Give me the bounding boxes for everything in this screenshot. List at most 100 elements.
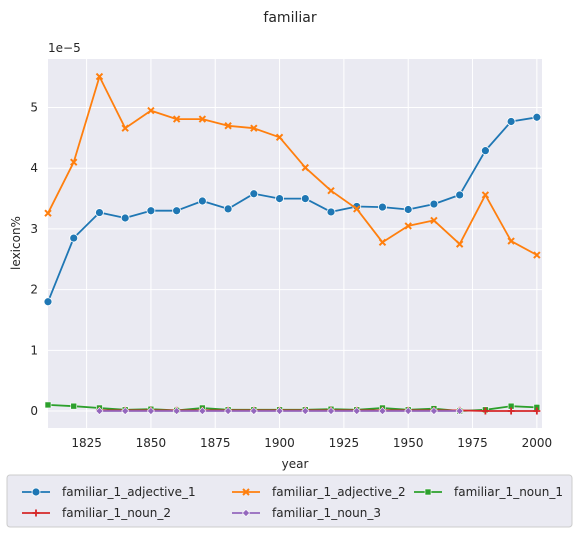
data-point	[44, 401, 52, 409]
x-tick-label: 1975	[457, 436, 488, 450]
series-familiar_1_noun_3	[95, 406, 464, 416]
data-point	[507, 407, 515, 415]
legend-swatch-marker	[424, 488, 432, 496]
data-point	[70, 402, 78, 410]
x-tick-label: 1875	[200, 436, 231, 450]
data-point	[378, 202, 387, 212]
y-axis-label: lexicon%	[9, 216, 23, 270]
chart-title: familiar	[263, 10, 316, 26]
data-point	[506, 117, 516, 126]
data-point	[172, 115, 181, 123]
data-point	[533, 407, 541, 415]
x-tick-label: 2000	[522, 436, 553, 450]
x-tick-label: 1925	[329, 436, 360, 450]
x-axis-label: year	[282, 457, 309, 471]
series-familiar_1_adjective_2	[44, 72, 541, 259]
y-tick-label: 4	[30, 161, 38, 175]
data-point	[224, 122, 232, 130]
y-tick-label: 2	[30, 283, 38, 297]
data-point	[404, 222, 412, 230]
y-tick-labels: 0 1 2 3 4 5	[30, 101, 38, 418]
legend-swatch-marker	[242, 488, 250, 496]
series-line	[47, 75, 538, 256]
data-point	[44, 209, 52, 217]
data-point	[429, 406, 438, 416]
data-point	[455, 406, 464, 416]
data-point	[172, 406, 181, 416]
legend-item: familiar_1_noun_1	[414, 485, 563, 499]
data-point	[378, 238, 387, 246]
data-point	[95, 406, 104, 416]
legend-label: familiar_1_adjective_1	[62, 485, 196, 499]
y-multiplier-label: 1e−5	[48, 41, 81, 55]
data-point	[480, 146, 490, 156]
x-tick-labels: 1825 1850 1875 1900 1925 1950 1975 2000	[71, 436, 552, 450]
series-layer	[43, 72, 542, 416]
data-point	[533, 251, 541, 259]
data-point	[69, 233, 79, 243]
data-point	[198, 406, 207, 416]
grid	[48, 59, 542, 428]
data-point	[146, 206, 156, 216]
y-tick-label: 3	[30, 222, 38, 236]
data-point	[95, 72, 104, 81]
data-point	[250, 124, 258, 132]
data-point	[121, 124, 129, 132]
x-tick-label: 1825	[71, 436, 102, 450]
data-point	[455, 190, 465, 200]
legend-swatch-marker	[241, 508, 251, 518]
legend-item: familiar_1_noun_3	[232, 506, 381, 520]
y-tick-label: 0	[30, 404, 38, 418]
data-point	[300, 194, 310, 203]
data-point	[249, 189, 259, 199]
legend-label: familiar_1_noun_2	[62, 506, 171, 520]
data-point	[197, 196, 207, 206]
data-point	[146, 406, 155, 416]
data-point	[121, 406, 130, 416]
data-point	[455, 240, 464, 248]
data-point	[95, 208, 104, 217]
legend-item: familiar_1_noun_2	[22, 506, 171, 520]
plot-area	[48, 59, 542, 428]
data-point	[249, 406, 258, 416]
data-point	[275, 194, 284, 203]
data-point	[275, 406, 284, 416]
data-point	[301, 163, 309, 172]
y-tick-label: 1	[30, 343, 38, 357]
data-point	[430, 216, 438, 225]
data-point	[481, 191, 490, 199]
data-point	[429, 199, 439, 209]
legend-frame	[6, 474, 573, 528]
legend-item: familiar_1_adjective_2	[232, 485, 406, 499]
data-point	[301, 406, 310, 416]
legend-label: familiar_1_noun_1	[454, 485, 563, 499]
data-point	[224, 406, 233, 416]
data-point	[403, 205, 413, 214]
data-point	[353, 205, 361, 213]
data-point	[481, 407, 489, 415]
data-point	[507, 237, 515, 245]
data-point	[172, 206, 182, 216]
series-familiar_1_adjective_1	[43, 112, 542, 307]
data-point	[198, 115, 207, 123]
data-point	[378, 406, 387, 416]
legend-label: familiar_1_adjective_2	[272, 485, 406, 499]
data-point	[70, 158, 78, 166]
x-tick-label: 1950	[393, 436, 424, 450]
y-tick-label: 5	[30, 101, 38, 115]
legend-swatch-marker	[32, 509, 40, 517]
data-point	[326, 207, 336, 217]
data-point	[404, 406, 413, 416]
series-line	[47, 116, 538, 303]
data-point	[147, 106, 155, 115]
data-point	[326, 406, 336, 416]
data-point	[275, 133, 284, 141]
legend: familiar_1_adjective_1 familiar_1_adjecti…	[6, 474, 573, 528]
data-point	[43, 297, 53, 307]
x-tick-label: 1850	[136, 436, 167, 450]
x-tick-label: 1900	[264, 436, 295, 450]
data-point	[352, 406, 361, 416]
legend-swatch-marker	[31, 487, 41, 497]
legend-label: familiar_1_noun_3	[272, 506, 381, 520]
